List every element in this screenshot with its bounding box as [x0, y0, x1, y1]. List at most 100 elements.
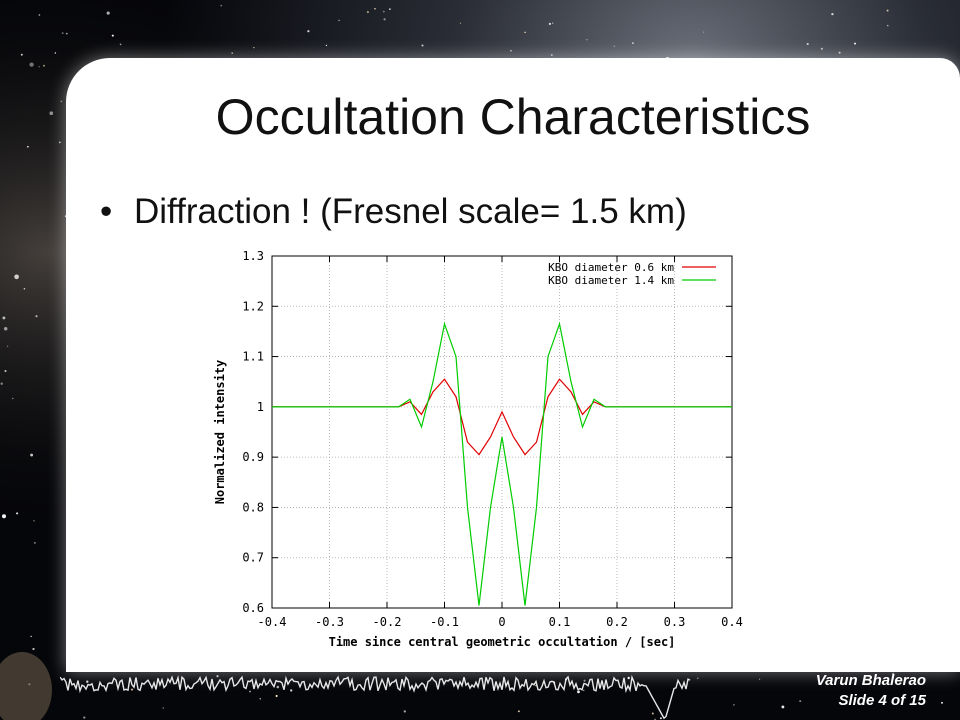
y-tick-label: 1.2 — [242, 299, 264, 313]
lightcurve-trace — [60, 674, 691, 720]
x-tick-label: 0.4 — [721, 615, 743, 629]
star — [627, 676, 630, 680]
star — [517, 710, 520, 713]
x-tick-label: -0.1 — [430, 615, 459, 629]
star — [696, 677, 699, 680]
star — [388, 8, 391, 11]
bullet-item: • Diffraction ! (Fresnel scale= 1.5 km) — [100, 192, 687, 232]
x-tick-label: 0 — [498, 615, 505, 629]
star — [276, 685, 280, 689]
star — [4, 369, 7, 373]
star — [577, 690, 580, 694]
star — [1, 514, 7, 519]
star — [34, 542, 36, 544]
star — [759, 678, 761, 680]
star — [83, 716, 86, 719]
star — [38, 14, 41, 16]
x-tick-label: -0.2 — [373, 615, 402, 629]
star — [421, 44, 424, 47]
bullet-text: Diffraction ! (Fresnel scale= 1.5 km) — [134, 192, 687, 231]
star — [12, 397, 14, 400]
star — [29, 62, 34, 67]
star — [253, 46, 255, 49]
star — [374, 7, 376, 10]
star — [820, 47, 823, 50]
star — [586, 39, 588, 41]
star — [383, 18, 386, 21]
star — [162, 707, 164, 709]
x-tick-label: 0.2 — [606, 615, 628, 629]
star — [892, 672, 895, 675]
star — [338, 19, 340, 22]
star — [0, 382, 3, 385]
star — [613, 45, 616, 48]
slide-footer: Varun Bhalerao Slide 4 of 15 — [816, 671, 926, 711]
y-axis-label: Normalized intensity — [213, 360, 227, 505]
star — [33, 519, 35, 522]
x-tick-label: 0.1 — [549, 615, 571, 629]
star — [231, 52, 233, 54]
diffraction-chart: -0.4 -0.3 -0.2 -0.1 0 0.1 0.2 0.3 0.4 0.6 0.7 0.8 0.… — [213, 249, 743, 649]
star — [651, 712, 654, 715]
star — [216, 675, 219, 678]
star — [781, 705, 785, 709]
star — [30, 453, 34, 457]
plot-area — [272, 256, 732, 608]
star — [548, 22, 551, 25]
star — [550, 54, 553, 56]
star — [382, 10, 385, 13]
star — [854, 42, 856, 45]
star — [14, 274, 19, 280]
star — [583, 679, 586, 682]
star — [54, 52, 57, 54]
star — [61, 32, 64, 35]
x-tick-label: -0.3 — [315, 615, 344, 629]
legend-label: KBO diameter 0.6 km — [548, 261, 674, 274]
star — [111, 34, 114, 37]
x-tick-label: -0.4 — [258, 615, 287, 629]
star — [941, 701, 943, 704]
lightcurve-decoration — [60, 674, 691, 720]
series-line-1 — [272, 378, 732, 456]
star — [23, 287, 26, 290]
star — [249, 690, 251, 693]
bullet-dot-icon: • — [100, 192, 113, 231]
star — [552, 22, 554, 24]
star — [35, 315, 38, 318]
slide-number: Slide 4 of 15 — [838, 692, 926, 709]
star — [58, 141, 61, 144]
star — [275, 694, 278, 698]
star — [16, 512, 19, 515]
star — [259, 698, 261, 700]
slide-title: Occultation Characteristics — [215, 89, 811, 145]
star — [842, 683, 844, 686]
star — [583, 689, 585, 692]
star — [27, 145, 29, 148]
star — [86, 680, 89, 683]
star — [20, 53, 23, 56]
y-tick-label: 1.3 — [242, 249, 264, 263]
star — [60, 100, 63, 103]
star — [130, 688, 134, 691]
plot-frame — [271, 255, 733, 609]
star — [510, 49, 512, 52]
star — [49, 111, 54, 116]
star — [325, 44, 328, 47]
x-tick-label: 0.3 — [664, 615, 686, 629]
star — [659, 717, 662, 720]
star — [524, 31, 526, 34]
star — [632, 42, 634, 44]
star — [30, 635, 32, 638]
star — [119, 43, 122, 46]
star — [307, 30, 310, 33]
series-line-2 — [272, 321, 732, 606]
star — [290, 689, 293, 692]
star — [2, 316, 6, 320]
star — [831, 12, 834, 16]
y-tick-label: 0.8 — [242, 500, 264, 514]
author-name: Varun Bhalerao — [815, 672, 926, 689]
star — [43, 64, 45, 67]
telescope-dome — [0, 652, 52, 720]
y-tick-label: 1.1 — [242, 350, 264, 364]
star — [459, 22, 462, 24]
